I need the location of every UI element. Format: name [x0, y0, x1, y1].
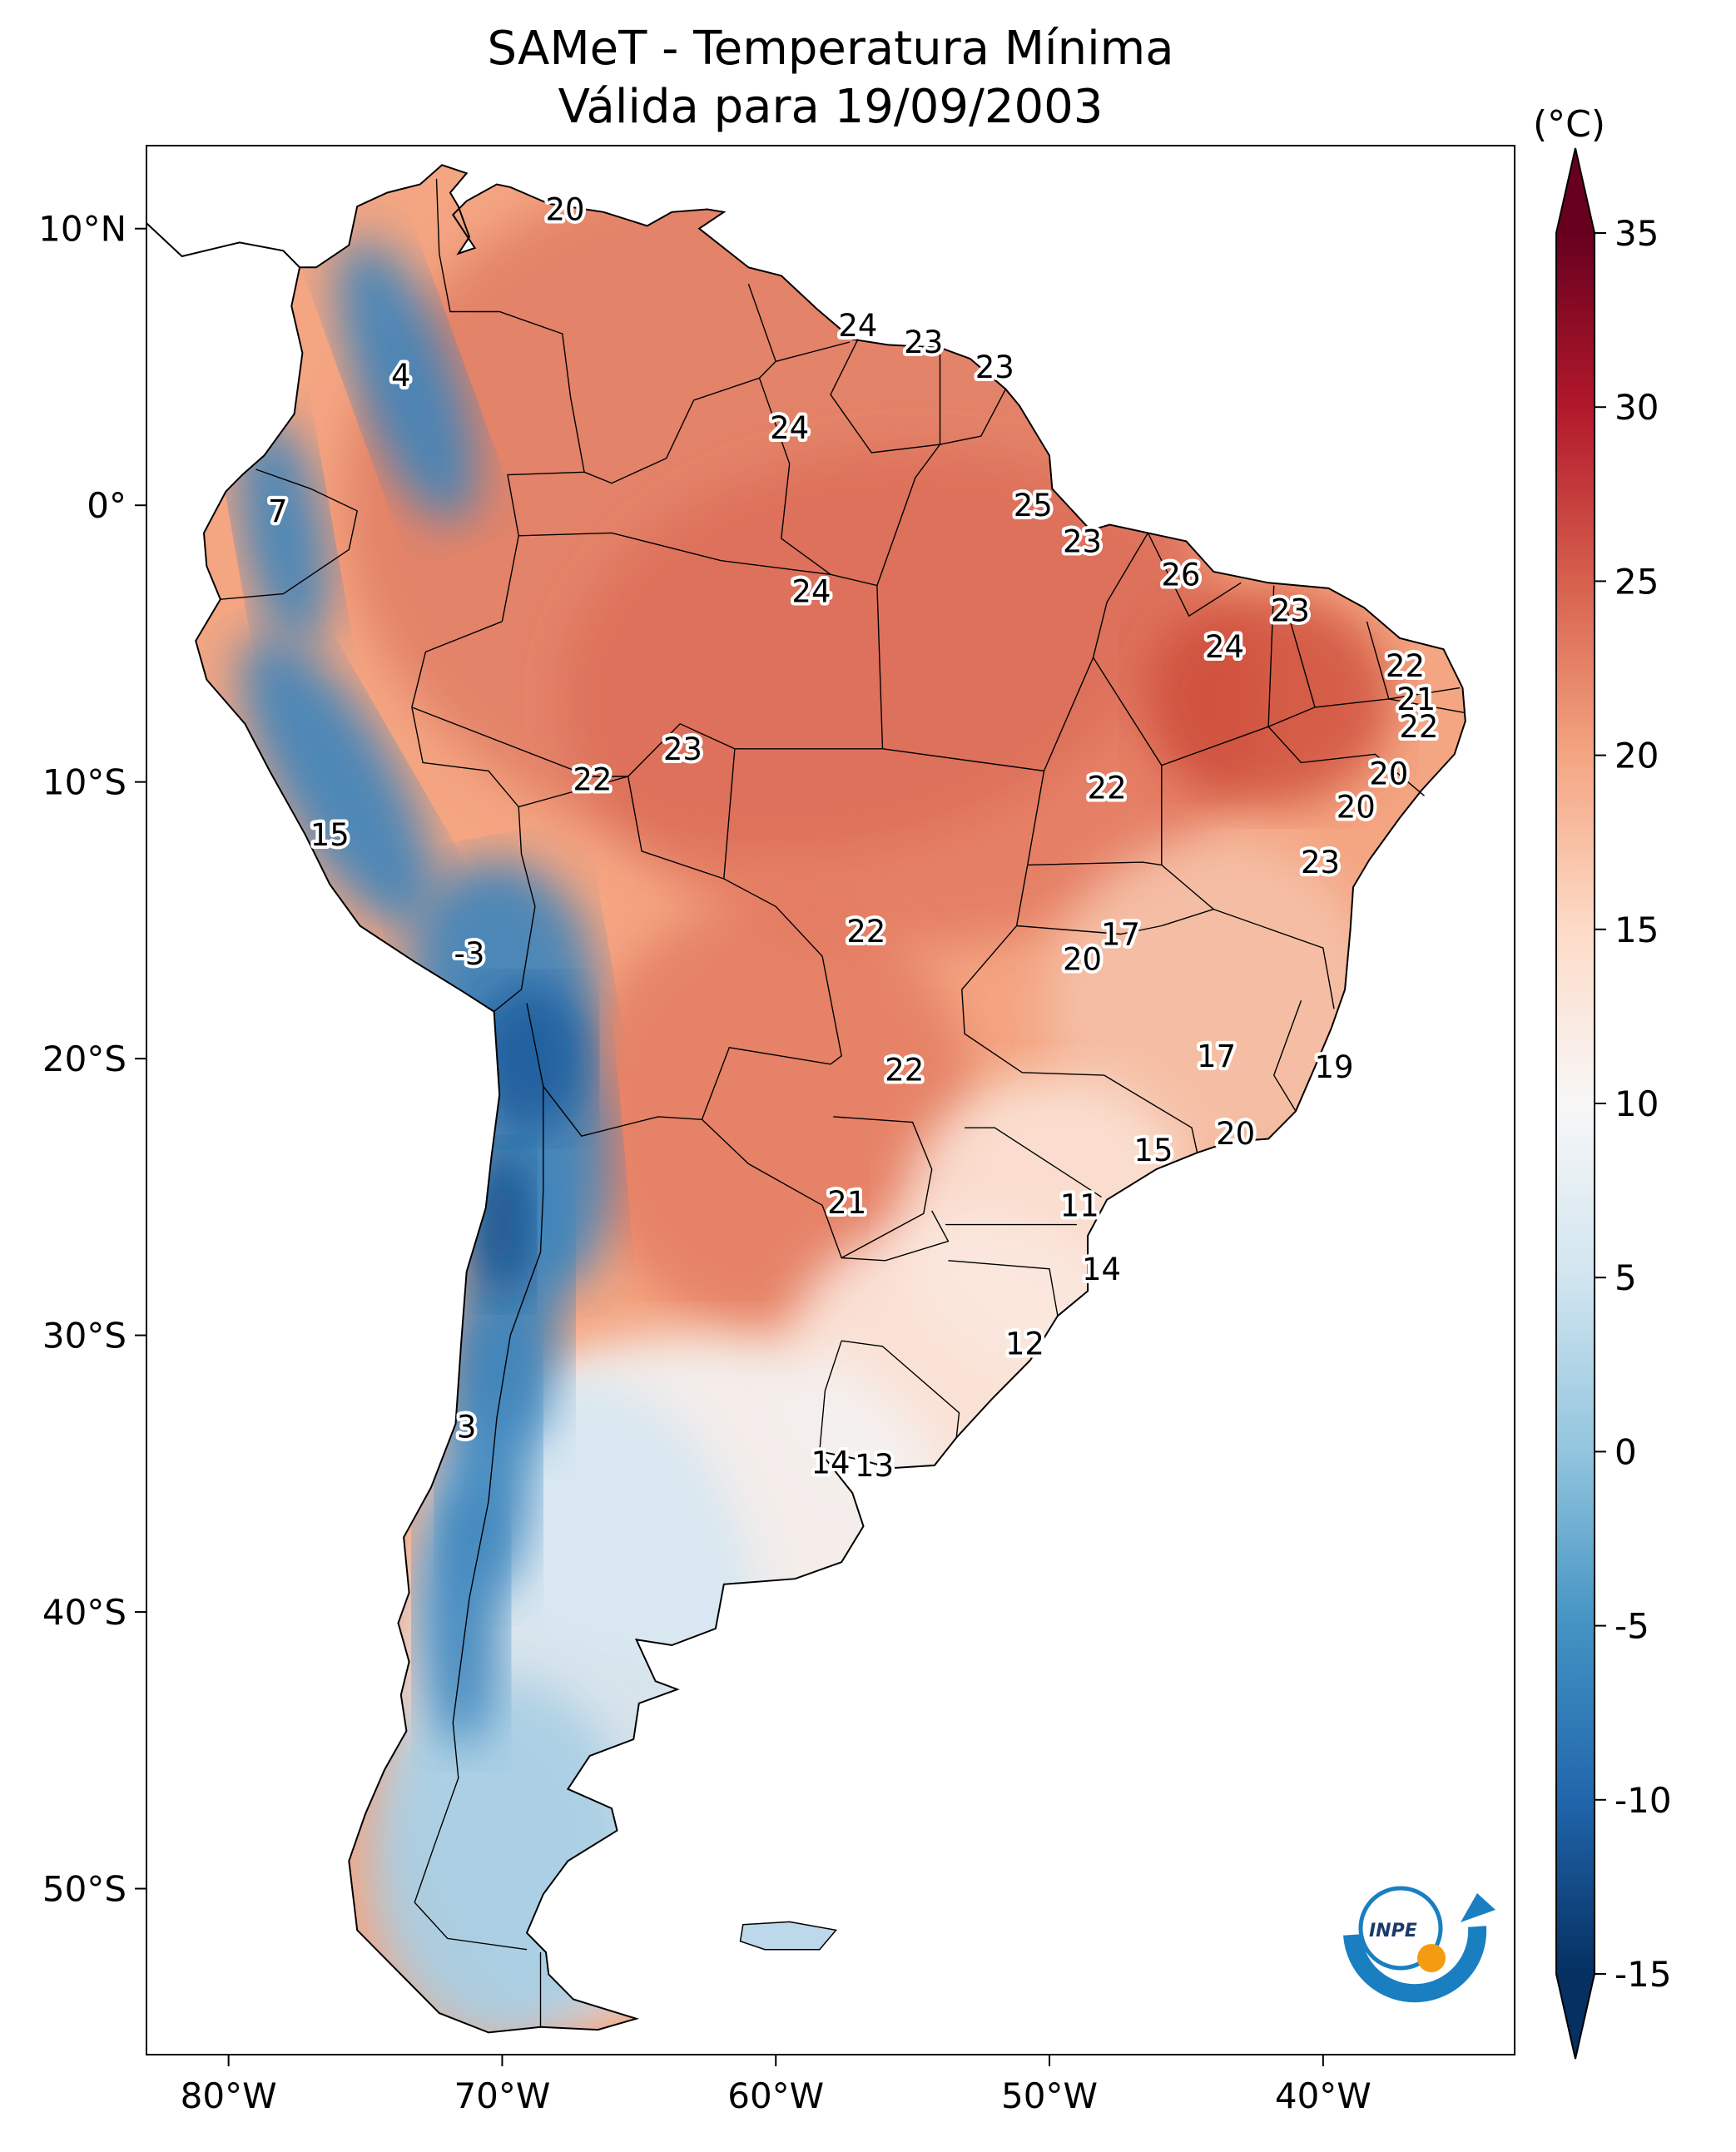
temperature-label: 17	[1101, 917, 1140, 953]
logo-dot	[1417, 1944, 1446, 1972]
temperature-label: 13	[855, 1448, 894, 1484]
colorbar-tick-label: 35	[1614, 213, 1659, 254]
temperature-label: 23	[1271, 593, 1310, 629]
y-tick-label: 20°S	[42, 1039, 126, 1079]
temperature-label: 23	[1301, 845, 1340, 880]
temperature-label: 14	[811, 1445, 850, 1481]
temperature-label: 22	[573, 761, 612, 797]
temperature-field	[237, 165, 1394, 2033]
colorbar-tick-label: 30	[1614, 387, 1659, 428]
temperature-label: 3	[457, 1409, 477, 1445]
colorbar-tick-label: 25	[1614, 561, 1659, 602]
temperature-label: 7	[268, 493, 288, 529]
temperature-label: 22	[1386, 648, 1425, 684]
temperature-label: 17	[1197, 1039, 1236, 1074]
temperature-label: 20	[1063, 941, 1102, 977]
y-tick-label: 30°S	[42, 1316, 126, 1356]
inpe-logo: INPE	[1343, 1886, 1495, 2003]
coastline	[195, 164, 1466, 2034]
temperature-label: 24	[770, 410, 809, 446]
temperature-label: 4	[391, 358, 411, 394]
continent-landmass	[146, 164, 1466, 2034]
temperature-label: 15	[310, 817, 350, 853]
temperature-label: 24	[838, 308, 877, 344]
y-tick-label: 0°	[87, 485, 126, 526]
falkland-islands	[739, 1921, 838, 1951]
x-tick-label: 80°W	[181, 2075, 277, 2116]
colorbar-tick-label: 10	[1614, 1083, 1659, 1124]
temperature-label: 22	[1399, 709, 1438, 745]
temperature-label: 24	[791, 573, 831, 609]
temperature-label: 19	[1314, 1049, 1353, 1085]
colorbar-tick-label: 15	[1614, 910, 1659, 950]
colorbar-tick-label: -15	[1614, 1954, 1672, 1995]
logo-ring	[1358, 1886, 1443, 1971]
x-tick-label: 50°W	[1001, 2075, 1098, 2116]
colorbar: 35 30 25 20 15 10 5 0 -5 -10 -15	[1555, 147, 1672, 2060]
temperature-label: 23	[1063, 523, 1102, 559]
temperature-label: 20	[1369, 756, 1408, 792]
y-tick-label: 40°S	[42, 1592, 126, 1633]
map-frame	[146, 145, 1515, 2055]
colorbar-max-arrow	[1556, 148, 1595, 233]
x-axis: 80°W 70°W 60°W 50°W 40°W	[181, 2055, 1371, 2116]
colorbar-ticks: 35 30 25 20 15 10 5 0 -5 -10 -15	[1595, 213, 1672, 1995]
colorbar-tick-label: 5	[1614, 1257, 1637, 1298]
temperature-label: 21	[1396, 682, 1436, 717]
y-axis: 10°N 0° 10°S 20°S 30°S 40°S 50°S	[38, 209, 146, 1910]
temperature-label: 25	[1014, 488, 1053, 523]
temperature-label: 26	[1161, 557, 1200, 593]
political-borders	[220, 178, 1466, 2027]
temperature-label: 24	[1205, 629, 1244, 665]
colorbar-tick-label: 20	[1614, 736, 1659, 776]
colorbar-ramp	[1556, 233, 1595, 1974]
x-tick-label: 70°W	[454, 2075, 550, 2116]
y-tick-label: 10°N	[38, 209, 126, 250]
logo-text: INPE	[1369, 1921, 1417, 1941]
logo-arc	[1343, 1926, 1487, 2003]
temperature-label: 11	[1060, 1188, 1099, 1223]
temperature-label: 20	[546, 191, 585, 227]
temperature-label: 21	[827, 1185, 866, 1221]
temperature-label: 22	[846, 914, 885, 950]
colorbar-tick-label: -10	[1614, 1780, 1672, 1821]
temperature-label: 22	[885, 1052, 924, 1088]
temperature-label: 23	[663, 731, 702, 767]
logo-arrow	[1461, 1893, 1495, 1922]
temperature-label: 12	[1005, 1326, 1044, 1362]
y-tick-label: 10°S	[42, 762, 126, 803]
temperature-label: 23	[904, 325, 943, 360]
x-tick-label: 40°W	[1275, 2075, 1371, 2116]
temperature-label: 15	[1133, 1133, 1173, 1168]
central-america-coast	[146, 222, 300, 269]
colorbar-min-arrow	[1556, 1974, 1595, 2059]
map-subtitle: Válida para 19/09/2003	[558, 80, 1104, 134]
colorbar-unit: (°C)	[1533, 103, 1606, 146]
temperature-label: 14	[1082, 1252, 1121, 1287]
temperature-label: 20	[1216, 1116, 1255, 1152]
temperature-label: 22	[1088, 770, 1127, 806]
colorbar-tick-label: 0	[1614, 1431, 1637, 1472]
temperature-label: 20	[1337, 790, 1376, 826]
y-tick-label: 50°S	[42, 1869, 126, 1910]
map-title: SAMeT - Temperatura Mínima	[487, 22, 1174, 76]
colorbar-tick-label: -5	[1614, 1606, 1649, 1647]
x-tick-label: 60°W	[727, 2075, 824, 2116]
temperature-label: -3	[454, 936, 485, 972]
temperature-label: 23	[975, 350, 1014, 385]
